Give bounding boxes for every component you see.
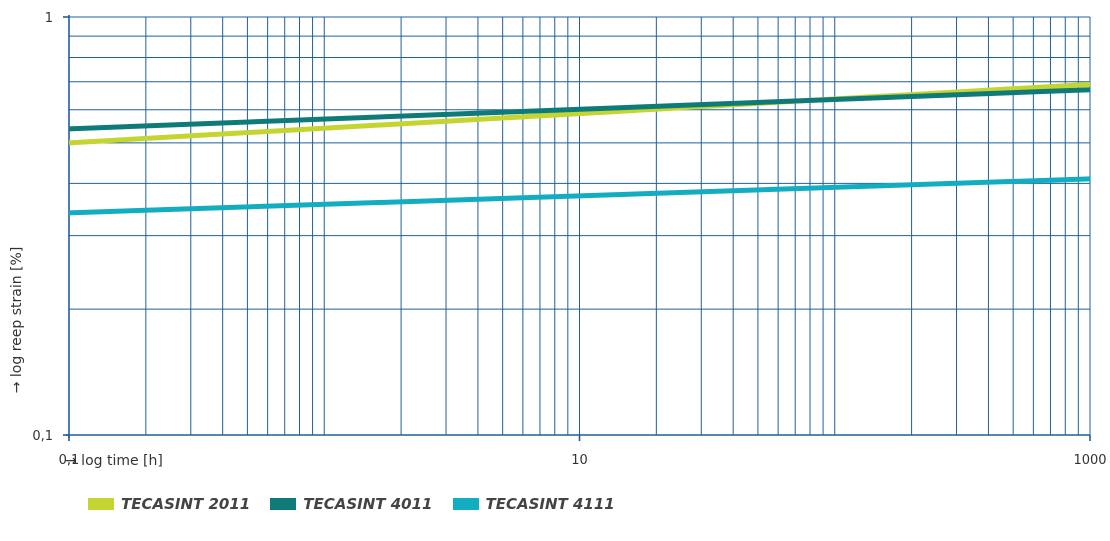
x-tick-label: 0,1 bbox=[59, 453, 80, 468]
legend-item-tecasint-4011: TECASINT 4011 bbox=[270, 495, 433, 513]
tick-labels: 0,1 10 1000 1 0,1 bbox=[32, 11, 1106, 468]
legend-item-tecasint-4111: TECASINT 4111 bbox=[452, 495, 615, 513]
y-tick-label: 0,1 bbox=[32, 429, 53, 444]
x-axis-title: → log time [h] bbox=[65, 453, 163, 469]
legend-swatch-2011 bbox=[88, 498, 114, 510]
legend-swatch-4111 bbox=[452, 498, 479, 510]
y-tick-label: 1 bbox=[45, 11, 53, 26]
legend-label: TECASINT 4011 bbox=[303, 495, 433, 513]
grid bbox=[63, 15, 1091, 441]
legend-item-tecasint-2011: TECASINT 2011 bbox=[88, 495, 250, 513]
legend-swatch-4011 bbox=[270, 498, 297, 510]
x-tick-label: 1000 bbox=[1073, 453, 1106, 468]
y-axis-title: → log reep strain [%] bbox=[9, 247, 25, 394]
legend: TECASINT 2011 TECASINT 4011 TECASINT 411… bbox=[88, 495, 635, 513]
series-line-tecasint-4111 bbox=[68, 176, 1091, 216]
legend-label: TECASINT 2011 bbox=[121, 495, 251, 513]
series-line-tecasint-4011 bbox=[68, 87, 1091, 132]
x-tick-label: 10 bbox=[571, 453, 588, 468]
series-lines bbox=[68, 81, 1091, 216]
legend-label: TECASINT 4111 bbox=[485, 495, 615, 513]
